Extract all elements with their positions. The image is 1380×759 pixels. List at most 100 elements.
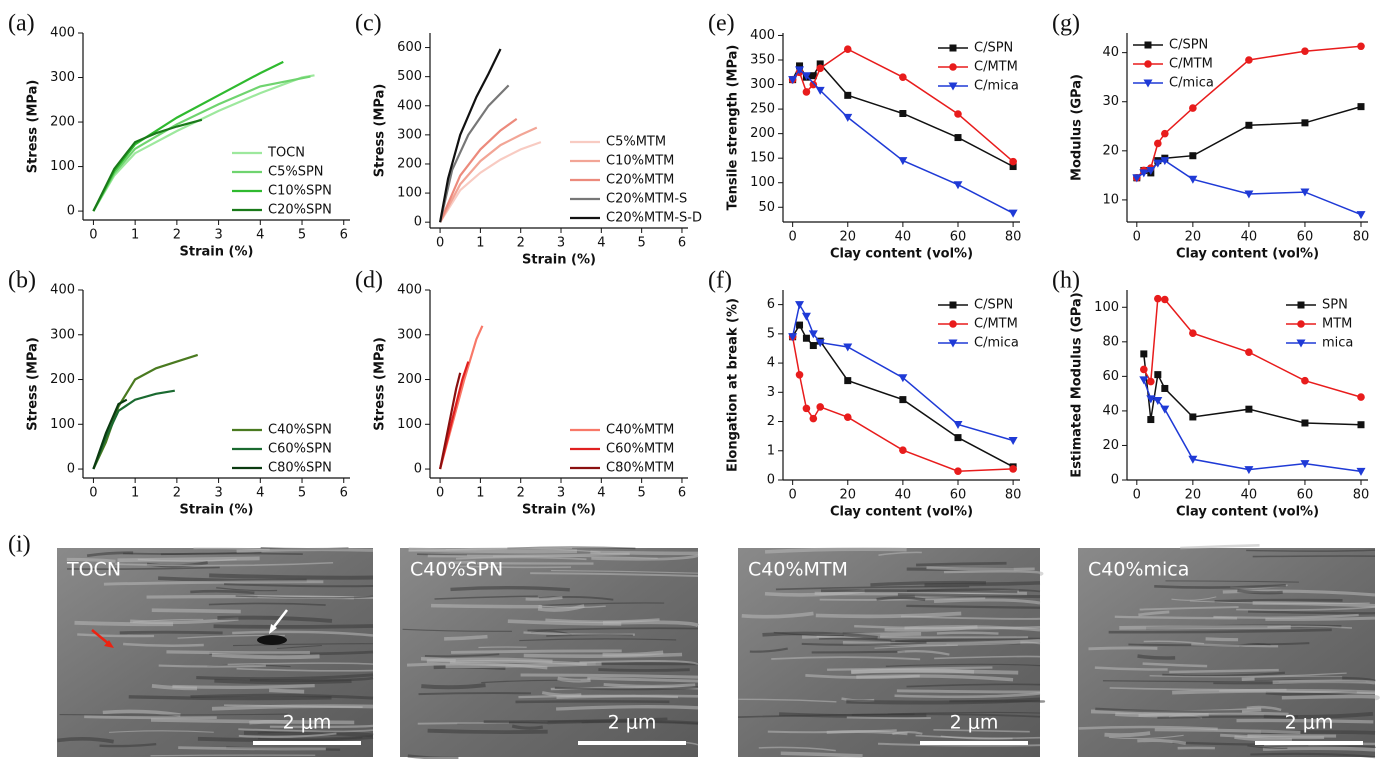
marker — [816, 60, 824, 68]
x-tick-label: 0 — [436, 486, 444, 501]
legend-label: TOCN — [267, 146, 305, 161]
texture — [437, 560, 476, 565]
texture — [1165, 580, 1299, 583]
marker — [801, 312, 811, 321]
x-tick-label: 5 — [638, 236, 646, 251]
y-tick-label: 0 — [767, 473, 775, 488]
x-tick-label: 0 — [89, 228, 97, 243]
texture — [895, 637, 1041, 643]
texture — [133, 618, 204, 623]
y-tick-label: 6 — [767, 297, 775, 312]
y-tick-label: 5 — [767, 326, 775, 341]
marker — [843, 45, 852, 53]
texture — [406, 662, 548, 670]
y-tick-label: 3 — [767, 385, 775, 400]
texture — [208, 602, 326, 606]
x-tick-label: 3 — [214, 228, 222, 243]
texture — [815, 611, 962, 619]
x-tick-label: 4 — [597, 486, 605, 501]
y-axis-title: Stress (MPa) — [373, 337, 388, 431]
legend-label: C60%SPN — [268, 442, 332, 457]
texture — [67, 566, 220, 570]
legend-label: C/SPN — [974, 298, 1013, 313]
legend-label: C/mica — [974, 79, 1019, 94]
texture — [74, 620, 174, 627]
marker — [1188, 175, 1198, 184]
texture — [878, 551, 922, 556]
texture — [856, 674, 1014, 682]
marker — [899, 396, 907, 404]
texture — [896, 689, 1041, 694]
arrow-head — [104, 640, 114, 648]
marker — [1296, 339, 1306, 348]
texture — [525, 596, 563, 601]
texture — [749, 647, 788, 653]
marker — [949, 44, 957, 52]
marker — [1009, 465, 1017, 473]
marker — [1132, 174, 1142, 183]
texture — [820, 589, 1018, 594]
texture — [767, 729, 897, 734]
panel-label: (b) — [8, 268, 36, 294]
texture — [214, 678, 352, 685]
y-axis-title: Tensile strength (MPa) — [726, 45, 741, 211]
x-tick-label: 0 — [789, 230, 797, 245]
texture — [1171, 596, 1217, 601]
x-tick-label: 3 — [557, 486, 565, 501]
marker — [1140, 350, 1148, 358]
texture — [108, 730, 214, 733]
sem-label: TOCN — [66, 559, 121, 581]
x-tick-label: 20 — [1185, 230, 1202, 245]
texture — [1281, 694, 1380, 701]
marker — [954, 467, 962, 476]
legend-label: C60%MTM — [606, 442, 674, 457]
panel-label: (h) — [1052, 268, 1080, 294]
texture — [1247, 745, 1288, 749]
texture — [1104, 731, 1151, 738]
texture — [459, 565, 572, 569]
texture — [224, 583, 374, 588]
series-line — [439, 84, 510, 223]
x-tick-label: 6 — [340, 228, 348, 243]
x-tick-label: 80 — [1005, 230, 1022, 245]
marker — [1139, 169, 1149, 178]
panel-label: (f) — [708, 268, 732, 294]
texture — [819, 597, 986, 601]
y-tick-label: 400 — [50, 26, 75, 41]
texture — [1143, 640, 1205, 645]
x-tick-label: 4 — [597, 236, 605, 251]
texture — [227, 662, 374, 666]
texture — [483, 717, 668, 724]
texture — [150, 754, 316, 757]
texture — [906, 683, 1041, 688]
texture — [123, 642, 204, 648]
texture — [940, 735, 1013, 740]
legend-label: C20%MTM-S-D — [606, 211, 702, 226]
texture — [926, 566, 1035, 571]
marker — [1147, 377, 1155, 386]
marker — [1008, 437, 1018, 446]
marker — [953, 181, 963, 190]
texture — [102, 709, 181, 717]
texture — [114, 561, 334, 567]
marker — [802, 334, 810, 342]
y-tick-label: 100 — [397, 186, 422, 201]
legend-label: C/mica — [974, 336, 1019, 351]
y-tick-label: 200 — [50, 115, 75, 130]
panel-label: (e) — [708, 11, 735, 37]
y-tick-label: 400 — [397, 283, 422, 298]
texture — [1234, 735, 1292, 742]
texture — [515, 700, 670, 704]
marker — [898, 374, 908, 383]
texture — [1139, 606, 1239, 611]
series-line — [439, 48, 502, 223]
marker — [1189, 329, 1197, 337]
marker — [844, 377, 852, 385]
legend-label: C40%SPN — [268, 423, 332, 438]
texture — [236, 667, 374, 672]
x-tick-label: 0 — [436, 236, 444, 251]
texture — [1169, 668, 1279, 674]
texture — [1246, 705, 1282, 712]
x-tick-label: 2 — [173, 228, 181, 243]
y-axis-title: Stress (MPa) — [26, 337, 41, 431]
